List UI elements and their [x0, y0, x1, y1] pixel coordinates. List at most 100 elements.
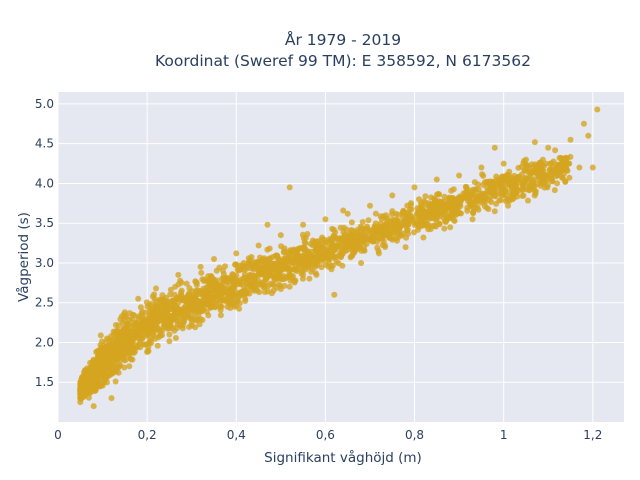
data-point	[278, 274, 285, 281]
data-point	[255, 242, 262, 249]
chart-title-line-1: År 1979 - 2019	[285, 30, 401, 49]
data-point	[469, 216, 476, 223]
data-point	[249, 286, 255, 293]
data-point	[278, 243, 285, 250]
data-point	[300, 271, 307, 278]
data-point	[217, 283, 224, 290]
x-tick-label: 1	[500, 428, 508, 442]
x-tick-label: 0,8	[405, 428, 424, 442]
data-point	[349, 239, 356, 246]
data-point	[132, 344, 139, 351]
data-point	[147, 322, 154, 329]
data-point	[153, 285, 159, 292]
data-point	[127, 356, 134, 363]
y-tick-label: 1.5	[35, 375, 54, 389]
data-point	[229, 284, 236, 291]
data-point	[198, 290, 205, 297]
data-point	[358, 260, 365, 266]
chart-title-line-2: Koordinat (Sweref 99 TM): E 358592, N 61…	[155, 52, 531, 70]
data-point	[531, 139, 538, 146]
data-point	[246, 274, 253, 281]
data-point	[360, 230, 367, 237]
y-tick-label: 4.5	[35, 137, 54, 151]
data-point	[446, 195, 453, 202]
data-point	[299, 265, 306, 272]
data-point	[304, 264, 311, 271]
data-point	[467, 198, 473, 205]
data-point	[491, 208, 498, 215]
data-point	[203, 308, 210, 315]
data-point	[500, 192, 507, 198]
data-point	[135, 315, 142, 322]
data-point	[466, 194, 473, 200]
data-point	[244, 290, 250, 297]
data-point	[594, 106, 601, 113]
data-point	[280, 255, 287, 262]
data-point	[530, 163, 536, 170]
data-point	[419, 217, 425, 224]
data-point	[88, 388, 95, 395]
data-point	[98, 381, 105, 388]
data-point	[585, 132, 592, 139]
data-point	[276, 264, 283, 271]
data-point	[432, 203, 439, 210]
data-point	[526, 187, 533, 194]
data-point	[449, 208, 456, 215]
data-point	[88, 370, 95, 377]
data-point	[293, 268, 300, 274]
data-point	[286, 265, 293, 272]
data-point	[99, 347, 106, 354]
data-point	[273, 276, 280, 283]
data-point	[100, 367, 107, 374]
data-point	[511, 172, 518, 179]
data-point	[106, 355, 113, 362]
data-point	[261, 261, 268, 268]
data-point	[139, 330, 146, 337]
data-point	[398, 221, 405, 228]
data-point	[94, 353, 101, 360]
data-point	[426, 206, 433, 213]
data-point	[87, 365, 94, 372]
data-point	[95, 369, 102, 376]
data-point	[118, 313, 125, 320]
data-point	[383, 212, 389, 219]
data-point	[322, 261, 329, 268]
data-point	[408, 206, 415, 213]
data-point	[268, 290, 275, 297]
data-point	[293, 252, 300, 259]
data-point	[349, 227, 356, 234]
data-point	[311, 239, 318, 245]
data-point	[559, 166, 566, 173]
data-point	[525, 197, 531, 204]
data-point	[332, 229, 339, 236]
data-point	[359, 219, 366, 225]
data-point	[172, 335, 179, 341]
data-point	[372, 230, 379, 237]
data-point	[345, 242, 352, 249]
data-point	[182, 304, 189, 311]
data-point	[353, 233, 360, 240]
data-point	[438, 199, 445, 205]
data-point	[380, 232, 387, 239]
data-point	[552, 147, 559, 154]
data-point	[157, 332, 164, 339]
data-point	[163, 302, 169, 309]
data-point	[137, 344, 144, 351]
data-point	[97, 332, 104, 339]
data-point	[261, 289, 268, 295]
data-point	[403, 234, 410, 241]
data-point	[90, 403, 97, 410]
data-point	[120, 340, 127, 347]
data-point	[113, 330, 120, 337]
data-point	[341, 231, 348, 238]
data-point	[478, 164, 485, 171]
data-point	[379, 227, 386, 233]
data-point	[488, 199, 495, 205]
data-point	[435, 190, 442, 197]
data-point	[197, 308, 204, 315]
data-point	[372, 210, 379, 217]
data-point	[198, 269, 205, 276]
data-point	[151, 327, 158, 334]
data-point	[340, 207, 347, 214]
data-point	[183, 280, 190, 287]
